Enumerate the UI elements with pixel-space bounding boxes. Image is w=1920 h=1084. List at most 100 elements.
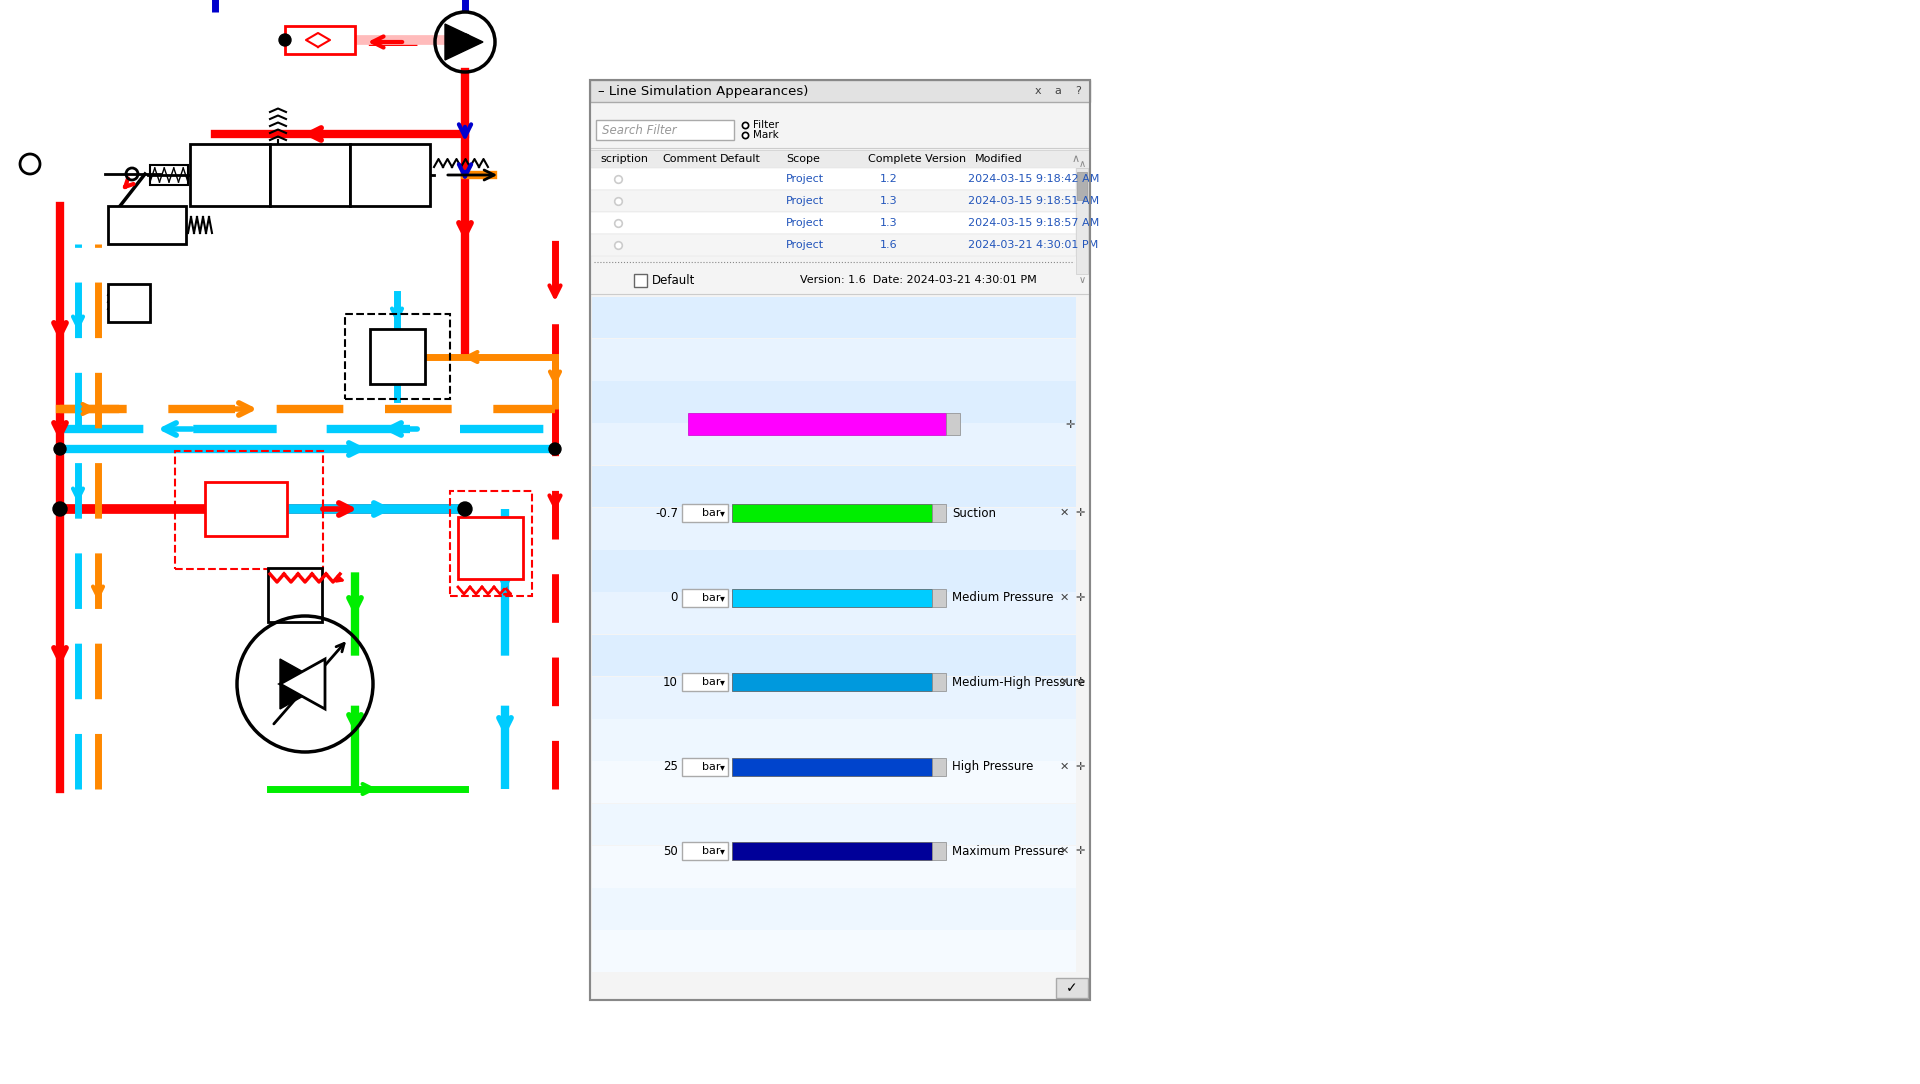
Text: 1.6: 1.6 [879,240,899,250]
Text: Maximum Pressure: Maximum Pressure [952,844,1064,857]
Bar [732,589,931,607]
Bar [591,507,1075,550]
Bar [591,297,1075,338]
Text: 2024-03-21 4:30:01 PM: 2024-03-21 4:30:01 PM [968,240,1098,250]
Bar [591,423,1075,465]
Bar [371,330,424,384]
Bar [947,413,960,435]
Bar [349,144,430,206]
Bar [190,144,271,206]
Text: Project: Project [785,218,824,228]
Text: Medium Pressure: Medium Pressure [952,591,1054,604]
Text: ✕: ✕ [1060,593,1069,603]
Text: Modified: Modified [975,154,1023,164]
Text: bar: bar [703,847,720,856]
Text: 25: 25 [662,760,678,773]
Text: 50: 50 [662,844,678,857]
Bar [682,758,728,776]
Bar [591,888,1075,930]
Bar [591,634,1075,676]
Text: Default: Default [653,273,695,286]
Bar [634,274,647,287]
Bar [589,190,1075,212]
Bar [591,380,1075,423]
Text: ✛: ✛ [1075,508,1085,518]
Text: scription: scription [599,154,649,164]
Bar [589,234,1075,256]
Text: bar: bar [703,593,720,603]
Text: Project: Project [785,240,824,250]
Bar [682,673,728,692]
Text: Project: Project [785,175,824,184]
Text: Filter: Filter [753,120,780,130]
Circle shape [459,34,470,46]
Bar [931,758,947,776]
Bar [589,150,1091,168]
Text: bar: bar [703,762,720,772]
Text: ✛: ✛ [1066,420,1075,429]
Text: ✕: ✕ [1060,762,1069,772]
Polygon shape [445,24,484,60]
Bar [591,550,1075,592]
Bar [589,212,1075,234]
Text: x: x [1035,86,1041,96]
Bar [589,80,1091,1001]
Text: Project: Project [785,196,824,206]
Bar [687,413,947,435]
Bar [591,676,1075,719]
Text: ∨: ∨ [1079,275,1085,285]
Text: -0.7: -0.7 [655,506,678,519]
Text: Comment: Comment [662,154,716,164]
Text: 2024-03-15 9:18:42 AM: 2024-03-15 9:18:42 AM [968,175,1100,184]
Bar [931,673,947,692]
Circle shape [549,443,561,455]
Text: ✛: ✛ [1075,847,1085,856]
Bar [271,144,349,206]
Text: ▾: ▾ [720,508,726,518]
Bar [732,842,931,861]
Text: 0: 0 [670,591,678,604]
Text: ▾: ▾ [720,762,726,772]
Text: Default: Default [720,154,760,164]
Text: Medium-High Pressure: Medium-High Pressure [952,675,1085,688]
Bar [108,206,186,244]
Polygon shape [280,659,324,709]
Bar [931,589,947,607]
Text: Search Filter: Search Filter [603,124,676,137]
Text: a: a [1054,86,1062,96]
Bar [591,803,1075,846]
Bar [595,120,733,140]
Text: ▾: ▾ [720,593,726,603]
Text: ∧: ∧ [1071,154,1081,164]
Text: – Line Simulation Appearances): – Line Simulation Appearances) [597,85,808,98]
Bar [459,517,522,579]
Bar [732,504,931,522]
Bar [591,592,1075,634]
Text: 2024-03-15 9:18:51 AM: 2024-03-15 9:18:51 AM [968,196,1098,206]
Text: Version: 1.6  Date: 2024-03-21 4:30:01 PM: Version: 1.6 Date: 2024-03-21 4:30:01 PM [801,275,1037,285]
Text: ?: ? [1075,86,1081,96]
Circle shape [54,443,65,455]
Bar [682,589,728,607]
Polygon shape [280,659,324,709]
Bar [732,673,931,692]
Bar [269,568,323,622]
Bar [1056,978,1089,998]
Text: 1.2: 1.2 [879,175,899,184]
Text: ✛: ✛ [1075,762,1085,772]
Text: Suction: Suction [952,506,996,519]
Bar [284,26,355,54]
Text: 1.3: 1.3 [879,218,899,228]
Bar [591,338,1075,380]
Text: 2024-03-15 9:18:57 AM: 2024-03-15 9:18:57 AM [968,218,1100,228]
Text: ▾: ▾ [720,847,726,856]
Bar [732,758,931,776]
Circle shape [54,502,67,516]
Text: ✛: ✛ [1075,593,1085,603]
Text: ✕: ✕ [1060,847,1069,856]
Bar [1077,172,1087,201]
Bar [931,504,947,522]
Bar [589,80,1091,1001]
Bar [682,504,728,522]
Text: ✕: ✕ [1060,678,1069,687]
